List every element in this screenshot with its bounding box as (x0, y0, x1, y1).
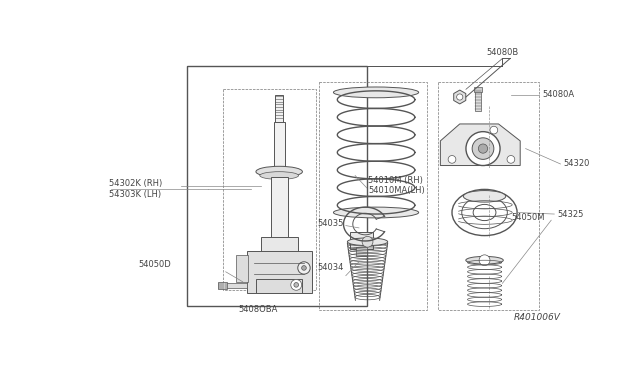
Bar (349, 232, 373, 249)
Circle shape (466, 132, 500, 166)
Polygon shape (440, 124, 520, 166)
Text: 54010M (RH): 54010M (RH) (368, 176, 423, 185)
Text: 54080B: 54080B (486, 48, 518, 57)
Text: 54302K (RH): 54302K (RH) (109, 179, 163, 188)
Text: 54325: 54325 (557, 209, 584, 218)
Bar (274, 122, 285, 172)
Text: 54080A: 54080A (542, 90, 574, 99)
Bar (474, 87, 482, 92)
Ellipse shape (256, 166, 303, 177)
Bar (356, 247, 367, 256)
Ellipse shape (333, 207, 419, 218)
Circle shape (479, 255, 490, 266)
Ellipse shape (260, 172, 298, 179)
Text: 54050D: 54050D (139, 260, 172, 269)
Text: 54034: 54034 (317, 263, 344, 272)
Bar (319, 81, 428, 310)
Circle shape (507, 155, 515, 163)
Bar (236, 255, 248, 282)
Circle shape (490, 126, 498, 134)
Circle shape (478, 144, 488, 153)
Circle shape (448, 155, 456, 163)
Text: 54050M: 54050M (511, 213, 545, 222)
Bar (476, 89, 481, 111)
Text: 5408OBA: 5408OBA (239, 305, 278, 314)
Circle shape (472, 138, 494, 159)
Bar (223, 89, 316, 289)
Bar (246, 251, 312, 294)
Text: 54303K (LH): 54303K (LH) (109, 189, 161, 199)
Bar (271, 177, 288, 239)
Ellipse shape (466, 256, 503, 264)
Circle shape (457, 94, 463, 100)
Text: 54010MA(LH): 54010MA(LH) (368, 186, 425, 195)
Bar (187, 66, 367, 307)
Text: R401006V: R401006V (514, 313, 561, 322)
Bar (256, 279, 303, 294)
Bar (275, 95, 283, 122)
Text: 54320: 54320 (564, 160, 590, 169)
Circle shape (298, 262, 310, 274)
Circle shape (301, 266, 307, 270)
Bar (260, 237, 298, 279)
Circle shape (362, 236, 373, 247)
Bar (226, 283, 248, 288)
Ellipse shape (463, 190, 506, 202)
Ellipse shape (348, 238, 388, 246)
Bar (438, 81, 539, 310)
Text: 54035: 54035 (317, 219, 344, 228)
Ellipse shape (333, 87, 419, 98)
Circle shape (291, 279, 301, 290)
Circle shape (294, 283, 298, 287)
Bar (218, 282, 227, 289)
